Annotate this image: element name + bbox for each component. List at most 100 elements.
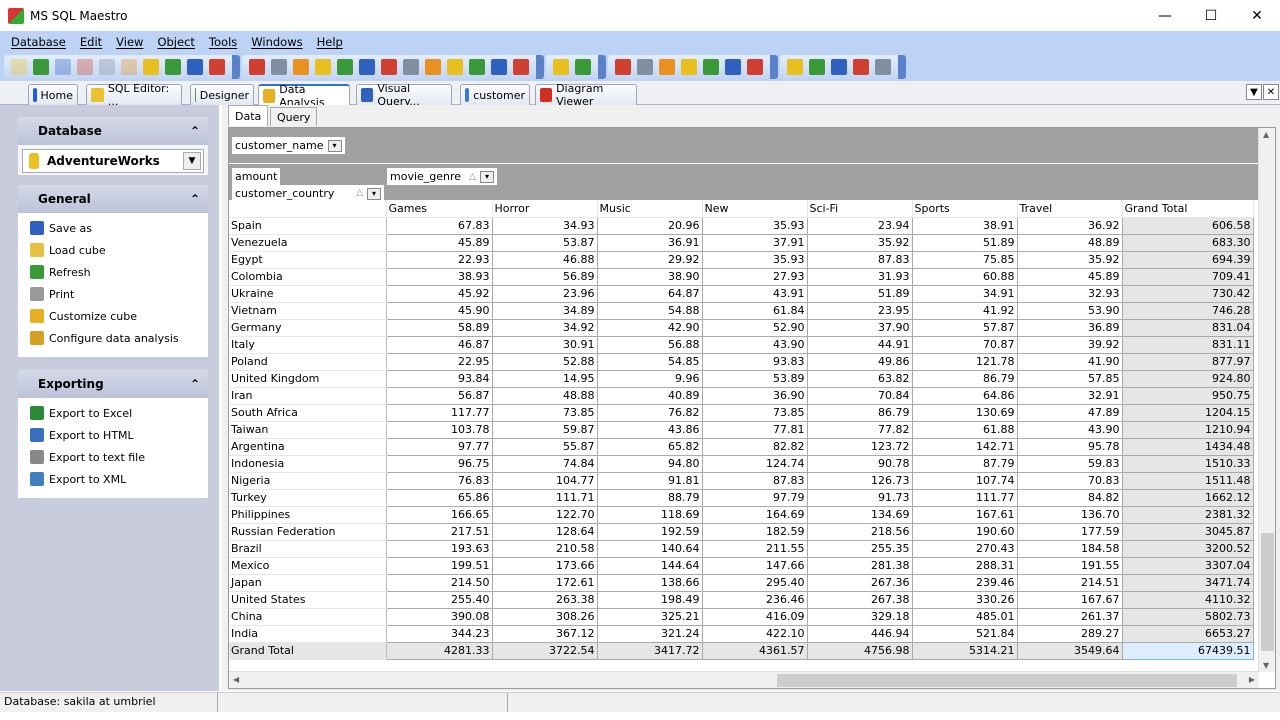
- grand-total-cell[interactable]: 730.42: [1122, 285, 1254, 303]
- data-cell[interactable]: 76.82: [597, 404, 703, 422]
- database-panel-header[interactable]: Database ⌃: [18, 117, 208, 145]
- support-icon[interactable]: [831, 59, 847, 75]
- data-cell[interactable]: 270.43: [912, 540, 1018, 558]
- drop-database-icon[interactable]: [77, 59, 93, 75]
- data-cell[interactable]: 54.85: [597, 353, 703, 371]
- data-cell[interactable]: 32.93: [1017, 285, 1123, 303]
- data-cell[interactable]: 93.83: [702, 353, 808, 371]
- data-cell[interactable]: 35.93: [702, 217, 808, 235]
- grand-total-cell[interactable]: 1434.48: [1122, 438, 1254, 456]
- row-header[interactable]: Poland: [229, 353, 387, 371]
- data-cell[interactable]: 67.83: [386, 217, 493, 235]
- grand-total-cell[interactable]: 67439.51: [1121, 641, 1254, 660]
- collapse-icon[interactable]: ⌃: [189, 124, 200, 138]
- create-database-icon[interactable]: [33, 59, 49, 75]
- print-icon[interactable]: [359, 59, 375, 75]
- data-cell[interactable]: 214.51: [1017, 574, 1123, 592]
- data-cell[interactable]: 55.87: [492, 438, 598, 456]
- data-cell[interactable]: 288.31: [912, 557, 1018, 575]
- data-cell[interactable]: 4281.33: [386, 642, 493, 660]
- data-cell[interactable]: 77.81: [702, 421, 808, 439]
- data-cell[interactable]: 121.78: [912, 353, 1018, 371]
- menu-database[interactable]: Database: [11, 35, 66, 49]
- menu-view[interactable]: View: [116, 35, 144, 49]
- grand-total-cell[interactable]: 6653.27: [1122, 625, 1254, 643]
- tab-list-button[interactable]: ▼: [1246, 84, 1262, 100]
- data-cell[interactable]: 255.40: [386, 591, 493, 609]
- data-cell[interactable]: 64.87: [597, 285, 703, 303]
- data-cell[interactable]: 14.95: [492, 370, 598, 388]
- disconnect-all-icon[interactable]: [121, 59, 137, 75]
- data-cell[interactable]: 41.92: [912, 302, 1018, 320]
- data-cell[interactable]: 124.74: [702, 455, 808, 473]
- grand-total-cell[interactable]: 4110.32: [1122, 591, 1254, 609]
- data-cell[interactable]: 53.87: [492, 234, 598, 252]
- data-cell[interactable]: 86.79: [912, 370, 1018, 388]
- grand-total-cell[interactable]: 950.75: [1122, 387, 1254, 405]
- data-cell[interactable]: 126.73: [807, 472, 913, 490]
- data-cell[interactable]: 51.89: [807, 285, 913, 303]
- row-header[interactable]: China: [229, 608, 387, 626]
- menu-tools[interactable]: Tools: [208, 35, 238, 49]
- sidebar-item-refresh[interactable]: Refresh: [18, 261, 208, 283]
- data-cell[interactable]: 321.24: [597, 625, 703, 643]
- data-cell[interactable]: 49.86: [807, 353, 913, 371]
- data-cell[interactable]: 23.95: [807, 302, 913, 320]
- data-cell[interactable]: 217.51: [386, 523, 493, 541]
- data-cell[interactable]: 267.38: [807, 591, 913, 609]
- data-cell[interactable]: 59.83: [1017, 455, 1123, 473]
- column-header[interactable]: Travel: [1017, 200, 1123, 218]
- row-header[interactable]: Spain: [229, 217, 387, 235]
- grand-total-cell[interactable]: 831.04: [1122, 319, 1254, 337]
- data-cell[interactable]: 56.89: [492, 268, 598, 286]
- data-cell[interactable]: 97.77: [386, 438, 493, 456]
- minimize-button[interactable]: —: [1158, 7, 1172, 24]
- column-header[interactable]: Grand Total: [1122, 200, 1254, 218]
- connect-icon[interactable]: [143, 59, 159, 75]
- data-cell[interactable]: 58.89: [386, 319, 493, 337]
- column-header[interactable]: Sci-Fi: [807, 200, 913, 218]
- menu-edit[interactable]: Edit: [79, 35, 103, 49]
- data-cell[interactable]: 130.69: [912, 404, 1018, 422]
- data-cell[interactable]: 136.70: [1017, 506, 1123, 524]
- data-cell[interactable]: 90.78: [807, 455, 913, 473]
- data-cell[interactable]: 42.90: [597, 319, 703, 337]
- data-cell[interactable]: 45.92: [386, 285, 493, 303]
- data-cell[interactable]: 65.82: [597, 438, 703, 456]
- data-cell[interactable]: 54.88: [597, 302, 703, 320]
- sql-editor-icon[interactable]: [249, 59, 265, 75]
- data-cell[interactable]: 35.92: [1017, 251, 1123, 269]
- grand-total-cell[interactable]: 877.97: [1122, 353, 1254, 371]
- filter-field-button[interactable]: customer_name ▾: [232, 137, 345, 154]
- column-field-button[interactable]: movie_genre △ ▾: [387, 168, 497, 185]
- data-cell[interactable]: 70.87: [912, 336, 1018, 354]
- data-cell[interactable]: 211.55: [702, 540, 808, 558]
- data-cell[interactable]: 32.91: [1017, 387, 1123, 405]
- data-cell[interactable]: 35.93: [702, 251, 808, 269]
- data-cell[interactable]: 289.27: [1017, 625, 1123, 643]
- row-header[interactable]: India: [229, 625, 387, 643]
- data-cell[interactable]: 53.90: [1017, 302, 1123, 320]
- data-cell[interactable]: 38.90: [597, 268, 703, 286]
- database-error-icon[interactable]: [165, 59, 181, 75]
- data-cell[interactable]: 73.85: [492, 404, 598, 422]
- data-cell[interactable]: 43.91: [702, 285, 808, 303]
- tab-home[interactable]: Home: [28, 84, 78, 105]
- data-cell[interactable]: 34.93: [492, 217, 598, 235]
- row-header[interactable]: Philippines: [229, 506, 387, 524]
- data-cell[interactable]: 281.38: [807, 557, 913, 575]
- tab-diagram-viewer[interactable]: Diagram Viewer: [535, 82, 637, 108]
- data-cell[interactable]: 20.96: [597, 217, 703, 235]
- tab-sql-editor[interactable]: SQL Editor: ...: [86, 82, 182, 108]
- data-cell[interactable]: 43.86: [597, 421, 703, 439]
- data-cell[interactable]: 87.79: [912, 455, 1018, 473]
- data-cell[interactable]: 144.64: [597, 557, 703, 575]
- data-cell[interactable]: 3417.72: [597, 642, 703, 660]
- row-header[interactable]: Taiwan: [229, 421, 387, 439]
- data-cell[interactable]: 9.96: [597, 370, 703, 388]
- calculator-icon[interactable]: [469, 59, 485, 75]
- row-header[interactable]: Ukraine: [229, 285, 387, 303]
- data-cell[interactable]: 3722.54: [492, 642, 598, 660]
- data-cell[interactable]: 36.89: [1017, 319, 1123, 337]
- data-cell[interactable]: 52.90: [702, 319, 808, 337]
